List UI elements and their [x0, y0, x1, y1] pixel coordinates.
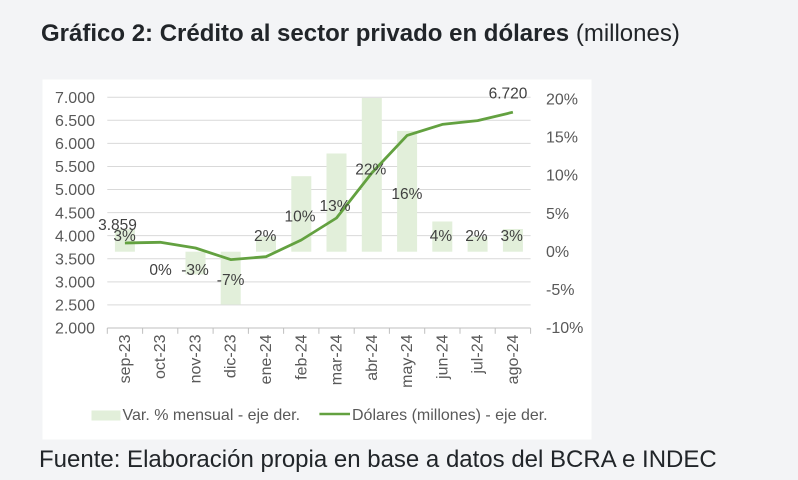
- svg-text:jun-24: jun-24: [434, 334, 451, 380]
- svg-text:mar-24: mar-24: [329, 334, 346, 385]
- svg-text:5%: 5%: [546, 206, 569, 223]
- svg-text:-3%: -3%: [181, 262, 209, 279]
- svg-text:20%: 20%: [546, 91, 578, 108]
- svg-text:6.500: 6.500: [55, 113, 95, 130]
- svg-text:4.500: 4.500: [55, 205, 95, 222]
- svg-text:jul-24: jul-24: [470, 334, 487, 374]
- svg-text:5.500: 5.500: [55, 159, 95, 176]
- svg-text:2%: 2%: [254, 228, 277, 245]
- svg-text:-10%: -10%: [546, 320, 583, 337]
- svg-text:10%: 10%: [546, 168, 578, 185]
- svg-text:3.500: 3.500: [55, 252, 95, 269]
- svg-text:4%: 4%: [430, 228, 453, 245]
- svg-text:2.500: 2.500: [55, 298, 95, 315]
- svg-text:2.000: 2.000: [55, 321, 95, 338]
- svg-text:ago-24: ago-24: [505, 334, 522, 384]
- svg-text:10%: 10%: [284, 209, 315, 226]
- svg-text:13%: 13%: [319, 198, 350, 215]
- svg-text:22%: 22%: [355, 162, 386, 179]
- svg-text:3%: 3%: [500, 228, 523, 245]
- svg-text:3%: 3%: [113, 228, 136, 245]
- svg-text:3.859: 3.859: [98, 217, 137, 234]
- svg-text:4.000: 4.000: [55, 228, 95, 245]
- svg-text:7.000: 7.000: [55, 90, 95, 107]
- svg-text:nov-23: nov-23: [188, 334, 205, 383]
- svg-text:abr-24: abr-24: [364, 334, 381, 380]
- svg-text:sep-23: sep-23: [117, 334, 134, 383]
- svg-text:0%: 0%: [149, 262, 172, 279]
- svg-text:-7%: -7%: [217, 272, 245, 289]
- svg-text:may-24: may-24: [399, 334, 416, 387]
- svg-text:15%: 15%: [546, 130, 578, 147]
- svg-text:-5%: -5%: [546, 282, 574, 299]
- svg-text:Dólares (millones) - eje der.: Dólares (millones) - eje der.: [352, 407, 548, 424]
- svg-text:ene-24: ene-24: [258, 334, 275, 384]
- svg-text:2%: 2%: [465, 228, 488, 245]
- svg-text:oct-23: oct-23: [152, 334, 169, 379]
- svg-text:dic-23: dic-23: [223, 334, 240, 378]
- svg-text:0%: 0%: [546, 244, 569, 261]
- svg-text:Var. % mensual - eje der.: Var. % mensual - eje der.: [123, 407, 301, 424]
- svg-text:6.720: 6.720: [489, 86, 528, 103]
- svg-text:6.000: 6.000: [55, 136, 95, 153]
- svg-text:5.000: 5.000: [55, 182, 95, 199]
- svg-text:feb-24: feb-24: [293, 334, 310, 379]
- svg-text:16%: 16%: [391, 186, 422, 203]
- svg-text:3.000: 3.000: [55, 275, 95, 292]
